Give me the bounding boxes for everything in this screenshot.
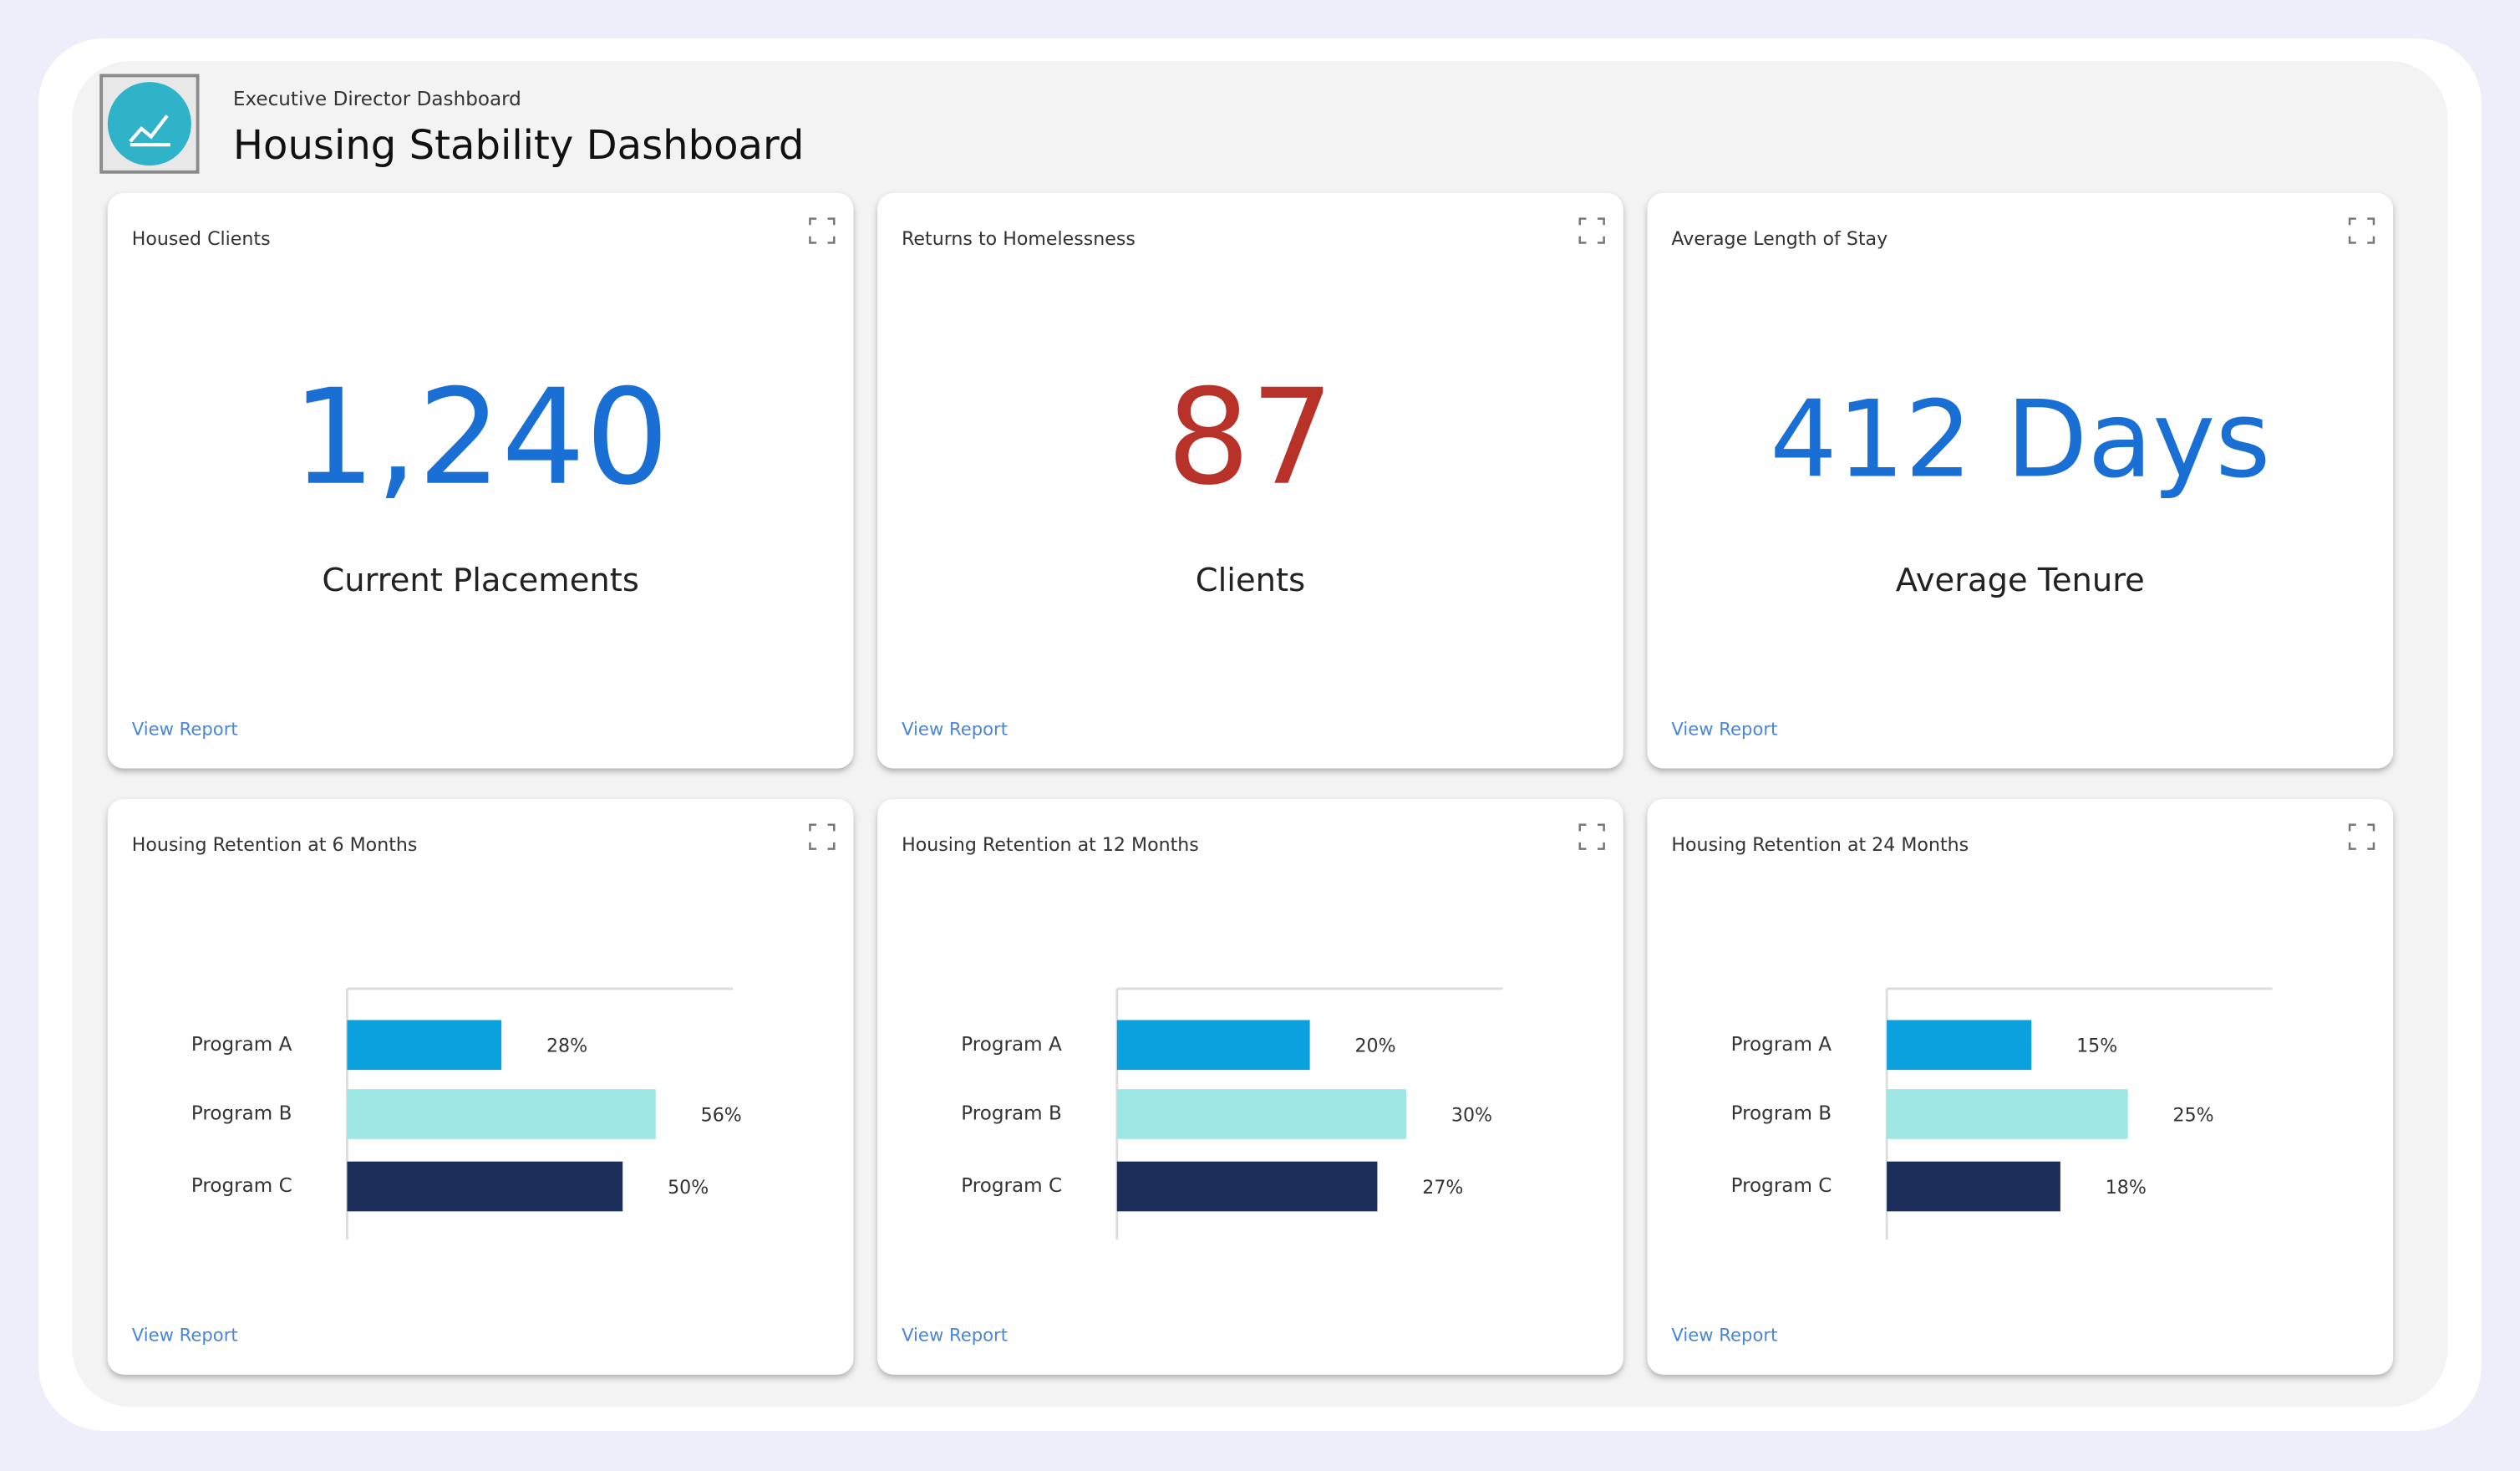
kpi-value: 1,240 [292, 362, 669, 515]
expand-icon[interactable] [809, 823, 836, 850]
bar [1887, 1161, 2060, 1212]
view-report-link[interactable]: View Report [132, 1324, 238, 1345]
category-label: Program C [191, 1175, 292, 1197]
expand-icon[interactable] [809, 217, 836, 244]
app-icon-glyph [129, 115, 170, 147]
category-label: Program A [1731, 1034, 1832, 1056]
kpi-value: 87 [1166, 362, 1334, 515]
view-report-link[interactable]: View Report [902, 718, 1008, 739]
view-report-link[interactable]: View Report [1671, 1324, 1777, 1345]
kpi-caption: Clients [1196, 562, 1305, 599]
bar [1887, 1020, 2032, 1071]
bar [1116, 1020, 1310, 1071]
kpi-value: 412 Days [1770, 377, 2270, 501]
category-label: Program B [1731, 1102, 1832, 1124]
title: Housing Stability Dashboard [233, 122, 805, 169]
card-title: Returns to Homelessness [902, 228, 1136, 250]
view-report-link[interactable]: View Report [1671, 718, 1777, 739]
subtitle: Executive Director Dashboard [233, 89, 521, 110]
bar [1887, 1089, 2128, 1139]
bar [1116, 1161, 1378, 1212]
card [877, 798, 1623, 1375]
app-icon [107, 82, 191, 166]
expand-icon[interactable] [2348, 823, 2375, 850]
view-report-link[interactable]: View Report [902, 1324, 1008, 1345]
expand-icon[interactable] [2348, 217, 2375, 244]
value-label: 30% [1451, 1104, 1492, 1126]
expand-icon[interactable] [1578, 217, 1605, 244]
card [1647, 798, 2394, 1375]
kpi-caption: Average Tenure [1896, 562, 2145, 599]
value-label: 56% [701, 1104, 742, 1126]
card-title: Housing Retention at 12 Months [902, 834, 1199, 856]
value-label: 20% [1354, 1036, 1395, 1057]
kpi-caption: Current Placements [322, 562, 638, 599]
bar [347, 1089, 656, 1139]
card [877, 192, 1623, 769]
category-label: Program C [1731, 1175, 1832, 1197]
value-label: 28% [546, 1036, 587, 1057]
card-title: Housing Retention at 6 Months [132, 834, 418, 856]
value-label: 27% [1422, 1177, 1463, 1199]
card-title: Housing Retention at 24 Months [1671, 834, 1969, 856]
value-label: 25% [2173, 1104, 2214, 1126]
category-label: Program B [961, 1102, 1062, 1124]
category-label: Program C [961, 1175, 1062, 1197]
expand-icon[interactable] [1578, 823, 1605, 850]
view-report-link[interactable]: View Report [132, 718, 238, 739]
card-title: Average Length of Stay [1671, 228, 1887, 250]
value-label: 18% [2106, 1177, 2147, 1199]
card-title: Housed Clients [132, 228, 271, 250]
category-label: Program A [961, 1034, 1062, 1056]
category-label: Program A [191, 1034, 292, 1056]
value-label: 15% [2076, 1036, 2117, 1057]
bar [1116, 1089, 1407, 1139]
card [107, 192, 854, 769]
category-label: Program B [191, 1102, 292, 1124]
card [107, 798, 854, 1375]
card [1647, 192, 2394, 769]
value-label: 50% [668, 1177, 709, 1199]
bar [347, 1161, 623, 1212]
bar [347, 1020, 502, 1071]
